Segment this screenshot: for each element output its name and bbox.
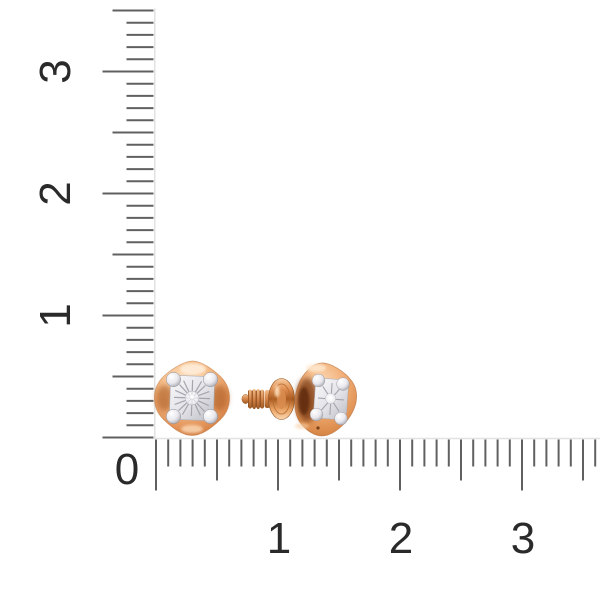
horizontal-ruler-label-1: 1 xyxy=(267,514,291,563)
right-earring-thread-ridge xyxy=(248,389,252,409)
left-earring-highlight-bottom xyxy=(181,425,203,433)
right-earring-disc-highlight xyxy=(274,385,280,397)
right-earring-diamond-sparkle xyxy=(328,396,332,399)
right-earring-prong-ball xyxy=(309,407,324,422)
left-earring xyxy=(154,360,230,436)
vertical-ruler: 1 2 3 xyxy=(31,8,156,439)
left-earring-prong-ball xyxy=(166,409,181,424)
horizontal-ruler-label-3: 3 xyxy=(511,514,535,563)
right-earring-highlight-bottom xyxy=(295,423,309,429)
right-earring-prong-ball xyxy=(334,411,348,426)
horizontal-ruler-label-2: 2 xyxy=(389,514,413,563)
ruler-origin-label: 0 xyxy=(115,445,139,494)
right-earring-detail-dot xyxy=(316,426,320,430)
vertical-ruler-label-3: 3 xyxy=(31,59,80,83)
left-earring-prong-ball xyxy=(203,372,218,387)
right-earring-highlight-top xyxy=(306,364,326,372)
right-earring-prong-ball xyxy=(311,373,326,388)
vertical-ruler-label-2: 2 xyxy=(31,181,80,205)
right-earring-disc-core xyxy=(277,389,286,409)
right-earring-prong-ball xyxy=(336,377,350,391)
right-earring-thread-ridge xyxy=(252,389,256,409)
horizontal-ruler: 1 2 3 xyxy=(154,437,600,563)
vertical-ruler-label-1: 1 xyxy=(31,303,80,327)
right-earring-cone-core xyxy=(298,387,310,415)
right-earring-thread-base xyxy=(248,390,264,408)
right-earring-thread-ridge xyxy=(260,389,264,409)
right-earring xyxy=(241,362,358,437)
earrings-product-image xyxy=(154,360,358,437)
right-earring-thread-ridge xyxy=(256,389,260,409)
left-earring-prong-ball xyxy=(203,409,218,424)
right-earring-disc-ring xyxy=(272,383,291,415)
left-earring-diamond-sparkle xyxy=(190,395,194,399)
left-earring-highlight-top xyxy=(180,363,206,375)
left-earring-prong-ball xyxy=(166,372,181,387)
